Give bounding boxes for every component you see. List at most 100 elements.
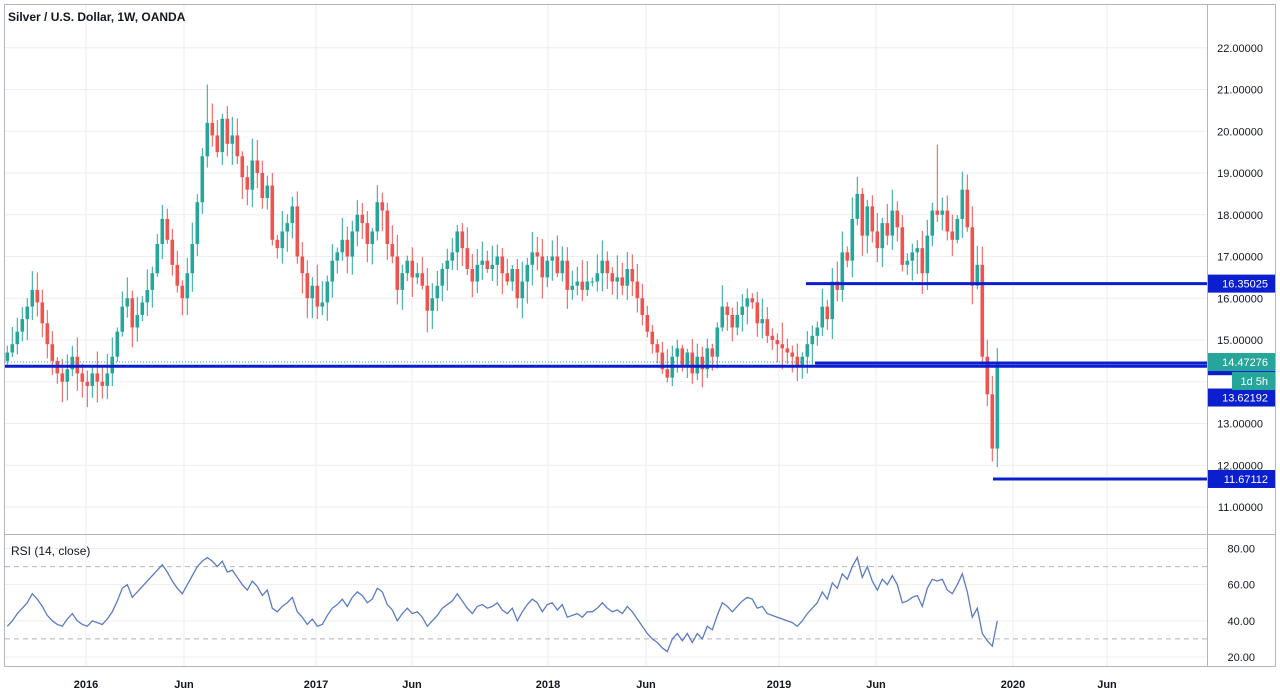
candle-body xyxy=(80,373,85,382)
candle-body xyxy=(25,306,30,320)
candle-body xyxy=(990,394,995,449)
candle-body xyxy=(585,281,590,290)
candle-body xyxy=(570,285,575,290)
candle-body xyxy=(750,298,755,303)
candle-body xyxy=(330,260,335,282)
candle-body xyxy=(840,252,845,290)
candle-body xyxy=(640,298,645,315)
candle-body xyxy=(985,356,990,395)
candle-body xyxy=(590,281,595,283)
countdown-tag: 1d 5h xyxy=(1240,376,1268,388)
candle-body xyxy=(385,210,390,244)
y-tick-label: 19.00000 xyxy=(1217,168,1263,180)
candle-body xyxy=(445,260,450,270)
candle-body xyxy=(995,362,1000,449)
candle-body xyxy=(460,231,465,249)
x-tick-label: Jun xyxy=(636,679,656,691)
rsi-y-tick-label: 60.00 xyxy=(1227,580,1255,592)
candle-body xyxy=(340,239,345,253)
candle-body xyxy=(375,202,380,232)
candle-body xyxy=(165,218,170,240)
candle-body xyxy=(230,135,235,144)
candle-body xyxy=(685,352,690,366)
candle-body xyxy=(865,206,870,236)
chart-header: Silver / U.S. Dollar, 1W, OANDA xyxy=(8,8,185,26)
candle-body xyxy=(975,264,980,286)
candle-body xyxy=(745,298,750,307)
candle-body xyxy=(910,252,915,261)
candle-body xyxy=(885,223,890,236)
x-tick-label: 2017 xyxy=(304,679,328,691)
candle-body xyxy=(245,177,250,190)
candle-body xyxy=(855,193,860,219)
candle-body xyxy=(625,269,630,286)
candle-body xyxy=(890,210,895,236)
candle-body xyxy=(795,356,800,366)
candle-body xyxy=(100,381,105,386)
y-tick-label: 11.00000 xyxy=(1218,502,1263,514)
support-resistance-lines xyxy=(5,282,1208,481)
candle-body xyxy=(155,243,160,274)
candle-body xyxy=(550,256,555,261)
candle-body xyxy=(450,252,455,261)
y-tick-label: 20.00000 xyxy=(1217,126,1263,138)
candle-body xyxy=(235,135,240,157)
candle-body xyxy=(715,327,720,357)
candle-body xyxy=(305,273,310,299)
candle-body xyxy=(510,269,515,282)
candle-body xyxy=(295,206,300,257)
candle-body xyxy=(120,306,125,332)
y-tick-label: 15.00000 xyxy=(1217,335,1263,347)
level-tag-bg xyxy=(1208,274,1276,293)
candle-body xyxy=(725,306,730,315)
candle-body xyxy=(190,243,195,274)
price-tags: 16.3502514.3722113.6219211.6711214.47276… xyxy=(1208,274,1276,488)
candle-body xyxy=(470,269,475,282)
candle-body xyxy=(260,173,265,199)
candle-body xyxy=(145,289,150,303)
candle-body xyxy=(790,352,795,357)
candle-body xyxy=(690,352,695,374)
candle-body xyxy=(920,248,925,274)
candle-body xyxy=(660,352,665,370)
candle-body xyxy=(410,260,415,278)
candle-body xyxy=(575,281,580,286)
candle-body xyxy=(495,256,500,265)
candle-body xyxy=(135,314,140,328)
candle-body xyxy=(905,260,910,265)
candle-body xyxy=(5,352,10,361)
candle-body xyxy=(900,227,905,265)
candle-body xyxy=(380,202,385,211)
candle-body xyxy=(870,206,875,232)
candle-body xyxy=(90,373,95,386)
candle-body xyxy=(520,281,525,299)
candle-body xyxy=(345,239,350,257)
candle-body xyxy=(955,218,960,240)
candle-body xyxy=(390,243,395,257)
current-price-tag: 14.47276 xyxy=(1222,357,1268,369)
candle-body xyxy=(600,260,605,274)
candle-body xyxy=(270,185,275,240)
candle-body xyxy=(455,231,460,253)
x-tick-label: 2016 xyxy=(74,679,98,691)
candle-body xyxy=(825,306,830,320)
candle-body xyxy=(615,277,620,282)
candle-body xyxy=(500,256,505,274)
candle-body xyxy=(805,344,810,357)
candle-body xyxy=(720,306,725,328)
rsi-y-tick-label: 40.00 xyxy=(1227,616,1255,628)
candle-body xyxy=(655,344,660,353)
candle-body xyxy=(645,314,650,332)
candle-body xyxy=(555,256,560,274)
candle-body xyxy=(95,373,100,382)
candle-body xyxy=(415,273,420,278)
candle-body xyxy=(370,231,375,244)
candle-body xyxy=(220,118,225,153)
candle-body xyxy=(360,214,365,224)
candle-body xyxy=(740,306,745,315)
x-tick-label: 2019 xyxy=(767,679,791,691)
candle-body xyxy=(630,269,635,282)
x-tick-label: Jun xyxy=(1097,679,1117,691)
candle-body xyxy=(50,344,55,361)
